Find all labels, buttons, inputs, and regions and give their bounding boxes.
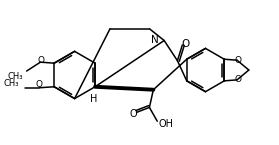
Text: CH₃: CH₃ bbox=[3, 79, 19, 88]
Text: H: H bbox=[90, 94, 98, 104]
Text: N: N bbox=[151, 35, 159, 45]
Text: O: O bbox=[38, 56, 45, 65]
Text: O: O bbox=[235, 75, 242, 84]
Text: O: O bbox=[235, 56, 242, 65]
Text: O: O bbox=[36, 80, 43, 89]
Text: OH: OH bbox=[158, 119, 173, 129]
Text: CH₃: CH₃ bbox=[7, 72, 23, 81]
Text: O: O bbox=[181, 39, 189, 49]
Text: O: O bbox=[130, 109, 138, 119]
